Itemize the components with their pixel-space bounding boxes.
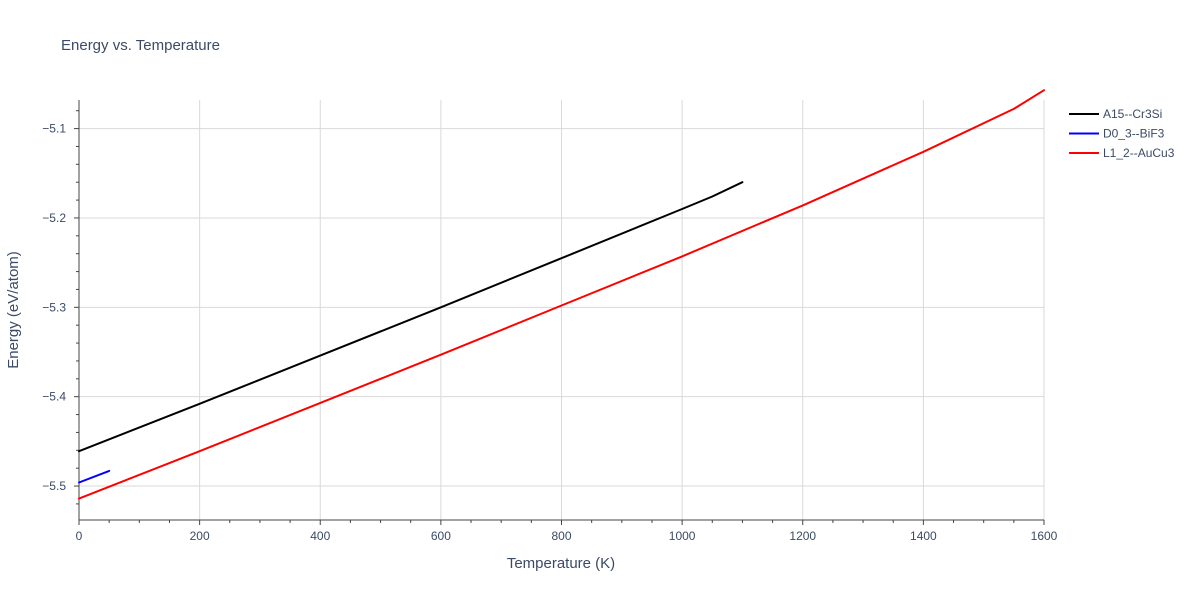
y-tick-label: −5.1 bbox=[42, 122, 66, 136]
series-line-l1-2-aucu3[interactable] bbox=[78, 89, 1045, 500]
legend-item[interactable]: A15--Cr3Si bbox=[1069, 107, 1162, 121]
x-tick-label: 0 bbox=[76, 529, 83, 543]
y-tick-label: −5.5 bbox=[42, 479, 66, 493]
series-line-d0-3-bif3[interactable] bbox=[78, 469, 111, 484]
y-tick-label: −5.3 bbox=[42, 300, 66, 314]
x-tick-label: 1200 bbox=[789, 529, 816, 543]
grid-lines bbox=[79, 100, 1045, 520]
x-tick-label: 400 bbox=[310, 529, 330, 543]
chart-title: Energy vs. Temperature bbox=[61, 37, 220, 54]
legend-label: L1_2--AuCu3 bbox=[1103, 146, 1175, 160]
series-line-a15-cr3si[interactable] bbox=[78, 181, 744, 453]
y-tick-label: −5.4 bbox=[42, 390, 66, 404]
legend[interactable]: A15--Cr3Si D0_3--BiF3 L1_2--AuCu3 bbox=[1069, 107, 1175, 160]
y-axis-title: Energy (eV/atom) bbox=[5, 251, 22, 369]
x-tick-label: 800 bbox=[551, 529, 571, 543]
y-tick-label: −5.2 bbox=[42, 211, 66, 225]
legend-item[interactable]: L1_2--AuCu3 bbox=[1069, 146, 1175, 160]
x-axis-title: Temperature (K) bbox=[507, 555, 615, 572]
x-tick-label: 200 bbox=[190, 529, 210, 543]
axes: 0 200 400 600 800 1000 1200 1400 1600 −5.5 −5.4 −5.… bbox=[42, 100, 1058, 543]
x-tick-label: 1000 bbox=[669, 529, 696, 543]
x-tick-label: 1400 bbox=[910, 529, 937, 543]
legend-item[interactable]: D0_3--BiF3 bbox=[1069, 127, 1165, 141]
legend-label: D0_3--BiF3 bbox=[1103, 127, 1165, 141]
x-tick-label: 1600 bbox=[1031, 529, 1058, 543]
x-tick-label: 600 bbox=[431, 529, 451, 543]
series-lines bbox=[78, 89, 1045, 500]
legend-label: A15--Cr3Si bbox=[1103, 107, 1162, 121]
